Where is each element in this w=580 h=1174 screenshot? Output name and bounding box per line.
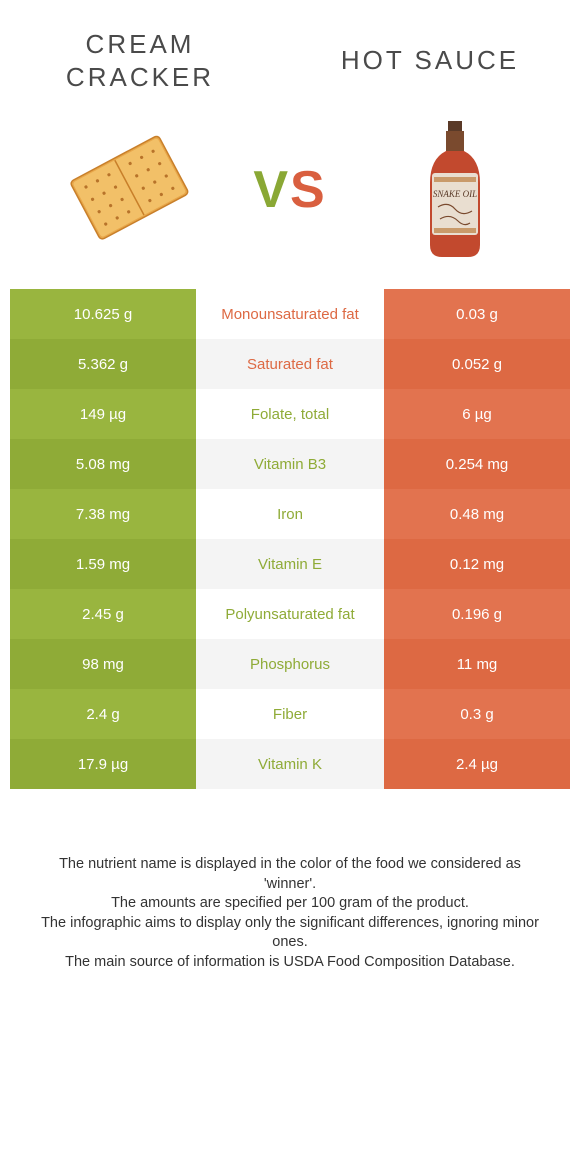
nutrient-label: Vitamin K — [196, 739, 384, 789]
table-row: 2.45 g Polyunsaturated fat 0.196 g — [10, 589, 570, 639]
nutrient-label: Vitamin B3 — [196, 439, 384, 489]
vs-s: S — [290, 161, 327, 219]
left-value: 5.08 mg — [10, 439, 196, 489]
footer-notes: The nutrient name is displayed in the co… — [0, 789, 580, 972]
left-value: 10.625 g — [10, 289, 196, 339]
left-value: 17.9 µg — [10, 739, 196, 789]
table-row: 5.362 g Saturated fat 0.052 g — [10, 339, 570, 389]
title-left-line2: CRACKER — [66, 62, 214, 92]
right-value: 0.052 g — [384, 339, 570, 389]
vs-v: V — [253, 161, 290, 219]
left-value: 7.38 mg — [10, 489, 196, 539]
table-row: 10.625 g Monounsaturated fat 0.03 g — [10, 289, 570, 339]
right-value: 0.12 mg — [384, 539, 570, 589]
footer-line: The infographic aims to display only the… — [36, 914, 544, 953]
table-row: 1.59 mg Vitamin E 0.12 mg — [10, 539, 570, 589]
title-right: HOT SAUCE — [330, 45, 530, 76]
footer-line: The amounts are specified per 100 gram o… — [36, 894, 544, 914]
left-value: 2.45 g — [10, 589, 196, 639]
header: CREAM CRACKER HOT SAUCE — [0, 0, 580, 103]
left-value: 5.362 g — [10, 339, 196, 389]
right-value: 0.48 mg — [384, 489, 570, 539]
vs-label: VS — [253, 160, 326, 220]
title-left-line1: CREAM — [86, 29, 195, 59]
hot-sauce-image: SNAKE OIL — [380, 115, 530, 265]
right-value: 0.196 g — [384, 589, 570, 639]
right-value: 0.254 mg — [384, 439, 570, 489]
table-row: 149 µg Folate, total 6 µg — [10, 389, 570, 439]
nutrient-label: Phosphorus — [196, 639, 384, 689]
right-value: 0.3 g — [384, 689, 570, 739]
table-row: 5.08 mg Vitamin B3 0.254 mg — [10, 439, 570, 489]
images-row: VS SNAKE OIL — [0, 103, 580, 289]
footer-line: The nutrient name is displayed in the co… — [36, 855, 544, 894]
left-value: 149 µg — [10, 389, 196, 439]
nutrient-label: Monounsaturated fat — [196, 289, 384, 339]
right-value: 11 mg — [384, 639, 570, 689]
title-left: CREAM CRACKER — [50, 28, 230, 93]
table-row: 98 mg Phosphorus 11 mg — [10, 639, 570, 689]
nutrient-label: Iron — [196, 489, 384, 539]
nutrient-label: Polyunsaturated fat — [196, 589, 384, 639]
nutrient-label: Saturated fat — [196, 339, 384, 389]
footer-line: The main source of information is USDA F… — [36, 953, 544, 973]
nutrient-label: Folate, total — [196, 389, 384, 439]
left-value: 98 mg — [10, 639, 196, 689]
svg-text:SNAKE OIL: SNAKE OIL — [433, 189, 477, 199]
right-value: 0.03 g — [384, 289, 570, 339]
left-value: 2.4 g — [10, 689, 196, 739]
nutrient-label: Vitamin E — [196, 539, 384, 589]
table-row: 2.4 g Fiber 0.3 g — [10, 689, 570, 739]
right-value: 2.4 µg — [384, 739, 570, 789]
table-row: 17.9 µg Vitamin K 2.4 µg — [10, 739, 570, 789]
comparison-table: 10.625 g Monounsaturated fat 0.03 g 5.36… — [10, 289, 570, 789]
cracker-image — [50, 115, 200, 265]
nutrient-label: Fiber — [196, 689, 384, 739]
table-row: 7.38 mg Iron 0.48 mg — [10, 489, 570, 539]
left-value: 1.59 mg — [10, 539, 196, 589]
right-value: 6 µg — [384, 389, 570, 439]
